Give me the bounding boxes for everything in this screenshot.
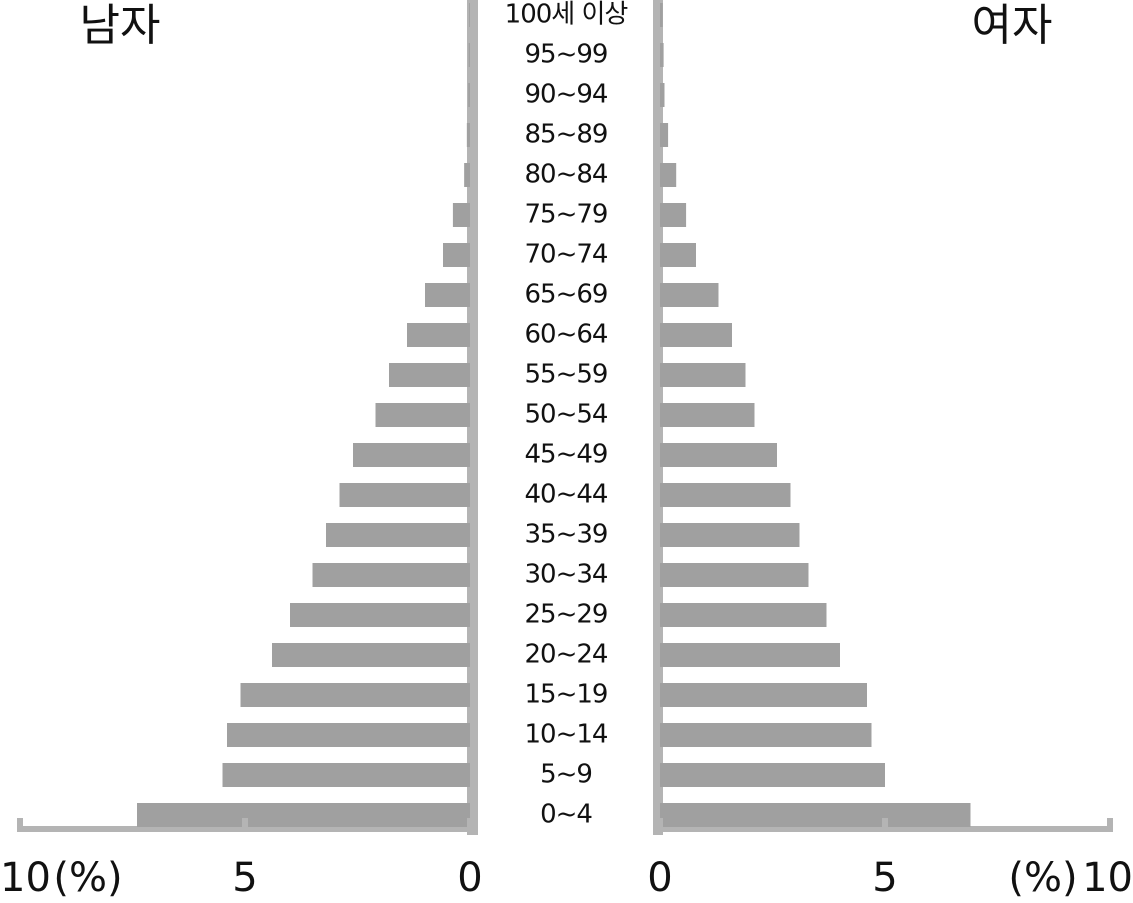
male-bar (468, 43, 470, 67)
age-label: 100세 이상 (505, 0, 628, 30)
male-bar (389, 363, 470, 387)
male-bar (468, 83, 470, 107)
male-bar (407, 323, 470, 347)
age-label: 30~34 (525, 560, 608, 590)
female-bar (660, 523, 800, 547)
x-tick-label: 5 (232, 855, 257, 901)
male-bar (290, 603, 470, 627)
male-bar (240, 683, 470, 707)
age-label: 45~49 (525, 440, 608, 470)
female-bar (660, 283, 719, 307)
x-tick-label: 10 (0, 855, 51, 901)
female-bar (660, 83, 665, 107)
left-center-axis (467, 0, 478, 835)
age-label: 40~44 (525, 480, 608, 510)
female-bar (660, 323, 732, 347)
age-label: 75~79 (525, 200, 608, 230)
age-label: 15~19 (525, 680, 608, 710)
female-bar (660, 163, 677, 187)
female-title: 여자 (972, 0, 1053, 51)
age-label: 55~59 (525, 360, 608, 390)
female-bar (660, 3, 663, 27)
age-label: 20~24 (525, 640, 608, 670)
female-bar (660, 363, 746, 387)
male-bar (272, 643, 470, 667)
female-bar (660, 723, 872, 747)
age-label: 0~4 (540, 800, 592, 830)
female-bar (660, 603, 827, 627)
female-bar (660, 803, 971, 827)
male-bar (452, 203, 470, 227)
male-bar (443, 243, 470, 267)
female-bar (660, 243, 696, 267)
age-label: 90~94 (525, 80, 608, 110)
male-bar (137, 803, 470, 827)
female-bar (660, 763, 885, 787)
female-bar (660, 643, 840, 667)
male-bar (312, 563, 470, 587)
right-center-axis (653, 0, 663, 835)
x-tick-label: 10 (1082, 855, 1133, 901)
age-label: 5~9 (540, 760, 592, 790)
age-label: 60~64 (525, 320, 608, 350)
female-bar (660, 563, 809, 587)
male-bar (425, 283, 470, 307)
female-bar (660, 403, 755, 427)
female-bar (660, 203, 687, 227)
male-bar (339, 483, 470, 507)
male-bar (326, 523, 470, 547)
x-tick-label: 0 (647, 855, 672, 901)
female-bar (660, 683, 867, 707)
female-bar (660, 483, 791, 507)
x-tick-label: 5 (872, 855, 897, 901)
male-bar (464, 163, 470, 187)
female-bar (660, 43, 664, 67)
x-tick-label: 0 (457, 855, 482, 901)
male-bar (375, 403, 470, 427)
male-bar (227, 723, 470, 747)
age-label: 80~84 (525, 160, 608, 190)
male-bar (466, 123, 470, 147)
unit-label: (%) (1008, 855, 1077, 901)
male-title: 남자 (80, 0, 161, 51)
age-label: 70~74 (525, 240, 608, 270)
female-bar (660, 443, 777, 467)
age-label: 35~39 (525, 520, 608, 550)
unit-label: (%) (53, 855, 122, 901)
male-bar (222, 763, 470, 787)
age-label: 95~99 (525, 40, 608, 70)
age-label: 10~14 (525, 720, 608, 750)
female-bar (660, 123, 669, 147)
age-label: 25~29 (525, 600, 608, 630)
male-bar (469, 3, 470, 27)
male-bar (353, 443, 470, 467)
age-label: 50~54 (525, 400, 608, 430)
age-label: 65~69 (525, 280, 608, 310)
age-label: 85~89 (525, 120, 608, 150)
